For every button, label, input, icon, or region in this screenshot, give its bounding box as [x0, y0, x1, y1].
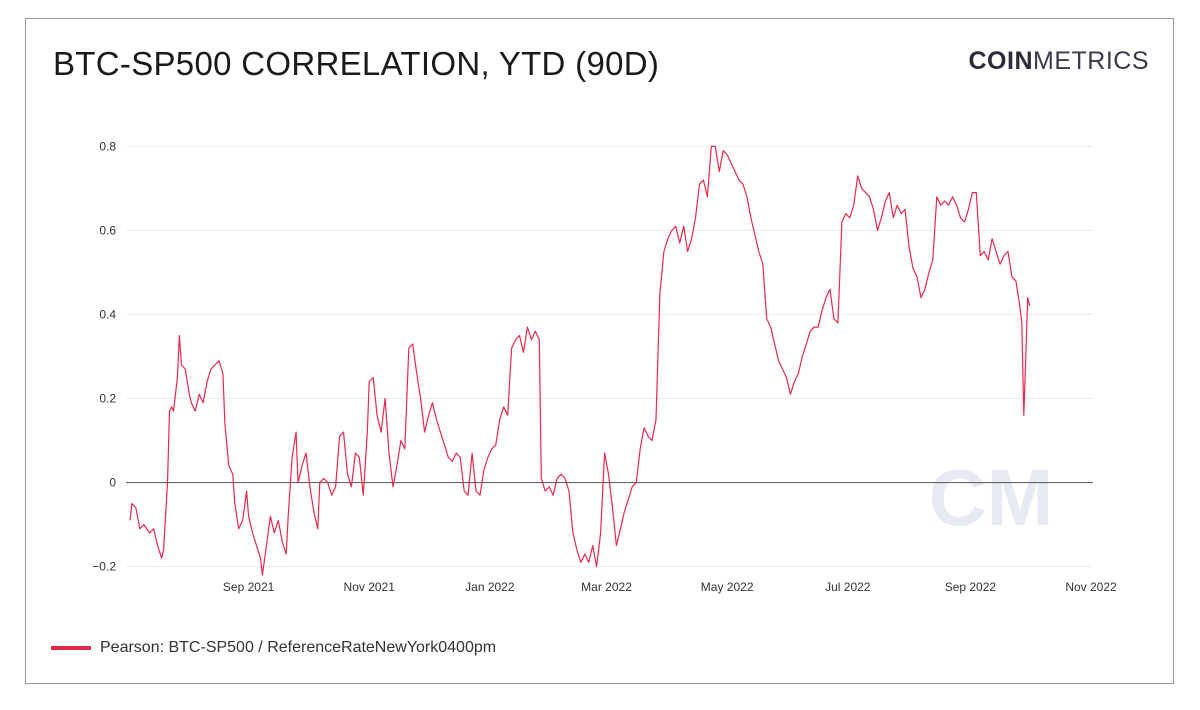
y-tick-label: 0 [109, 476, 116, 490]
x-tick-label: Nov 2021 [344, 580, 396, 594]
x-tick-label: Sep 2022 [945, 580, 997, 594]
x-tick-label: May 2022 [701, 580, 754, 594]
legend[interactable]: Pearson: BTC-SP500 / ReferenceRateNewYor… [51, 639, 496, 657]
logo-light-part: METRICS [1033, 47, 1149, 75]
line-chart: CM −0.2 0 0.2 0.4 0.6 0.8 Sep 2021 Nov 2021 Jan… [92, 139, 1117, 594]
y-tick-label: 0.8 [99, 139, 116, 153]
chart-card: BTC-SP500 CORRELATION, YTD (90D) COINMET… [25, 18, 1174, 684]
x-tick-label: Mar 2022 [581, 580, 632, 594]
watermark-text: CM [929, 453, 1053, 542]
gridlines [126, 145, 1093, 568]
y-tick-label: 0.6 [99, 223, 116, 237]
logo-bold-part: COIN [968, 47, 1033, 75]
legend-swatch [51, 646, 91, 650]
y-tick-label: −0.2 [92, 560, 116, 574]
watermark-cm-logo: CM [929, 453, 1053, 542]
x-tick-label: Jul 2022 [825, 580, 871, 594]
x-tick-label: Sep 2021 [223, 580, 275, 594]
y-axis: −0.2 0 0.2 0.4 0.6 0.8 [92, 139, 116, 573]
legend-label: Pearson: BTC-SP500 / ReferenceRateNewYor… [100, 639, 497, 656]
x-tick-label: Nov 2022 [1065, 580, 1117, 594]
x-tick-label: Jan 2022 [465, 580, 515, 594]
chart-title: BTC-SP500 CORRELATION, YTD (90D) [53, 45, 660, 82]
y-tick-label: 0.2 [99, 392, 116, 406]
series-line-pearson-btc-sp500[interactable] [129, 145, 1031, 576]
coinmetrics-logo: COINMETRICS [969, 47, 1150, 76]
y-tick-label: 0.4 [99, 307, 116, 321]
x-axis: Sep 2021 Nov 2021 Jan 2022 Mar 2022 May 2022… [223, 580, 1117, 594]
